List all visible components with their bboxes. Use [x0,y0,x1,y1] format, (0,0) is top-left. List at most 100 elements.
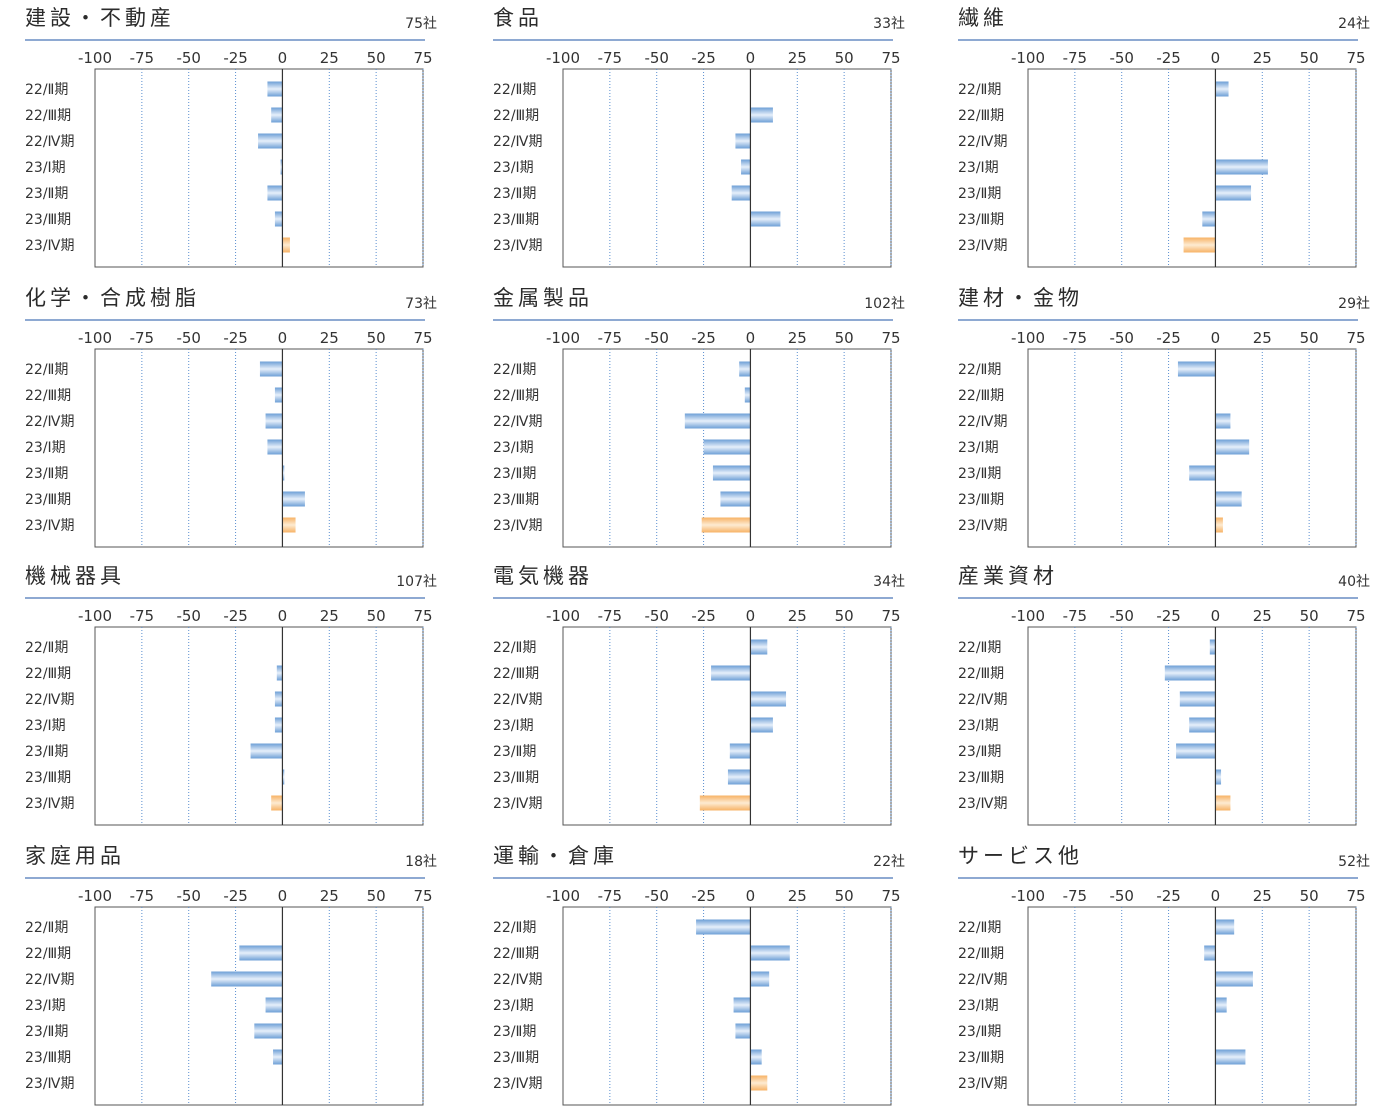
category-label: 22/Ⅲ期 [493,946,539,962]
category-label: 22/Ⅱ期 [958,640,1001,656]
x-tick-label: -100 [1011,49,1045,67]
bar [1215,919,1235,935]
bar [267,439,283,455]
bar [1215,413,1231,429]
bar [1177,361,1216,377]
bar [274,387,283,403]
bar-chart: -100 -75 -50 -25 0 25 50 75 22/Ⅱ期 22/Ⅲ期 22/Ⅳ期 23/Ⅰ期… [493,329,901,548]
x-tick-label: -100 [1011,887,1045,905]
category-label: 22/Ⅲ期 [958,108,1004,124]
x-tick-label: -100 [1011,607,1045,625]
x-tick-label: -75 [1063,329,1088,347]
panel-metal-products: 金属製品 102社 -100 -75 -50 -25 0 25 50 75 22/Ⅱ期 22/Ⅲ期… [493,285,913,555]
x-tick-label: -100 [546,49,580,67]
x-tick-label: 25 [788,49,807,67]
x-tick-label: 0 [1211,607,1221,625]
category-label: 23/Ⅳ期 [25,796,74,812]
category-label: 22/Ⅲ期 [493,108,539,124]
title-underline [493,597,893,599]
bar-chart: -100 -75 -50 -25 0 25 50 75 22/Ⅱ期 22/Ⅲ期 22/Ⅳ期 23/Ⅰ期… [25,607,433,826]
x-tick-label: -50 [176,329,201,347]
x-tick-label: -25 [691,887,716,905]
x-tick-label: 50 [367,887,386,905]
panel-title: 運輸・倉庫 [493,844,618,868]
category-label: 23/Ⅲ期 [25,212,71,228]
bar [274,211,283,227]
category-label: 23/Ⅲ期 [25,770,71,786]
bar [1189,717,1216,733]
bar [271,107,283,123]
x-tick-label: 0 [746,329,756,347]
x-tick-label: -50 [176,887,201,905]
x-tick-label: 75 [413,49,432,67]
x-tick-label: 50 [835,49,854,67]
bar [276,665,283,681]
bar [239,945,283,961]
panel-title: 金属製品 [493,286,593,310]
category-label: 22/Ⅳ期 [493,692,542,708]
bar [727,769,751,785]
category-label: 23/Ⅰ期 [958,998,999,1014]
x-tick-label: 0 [746,49,756,67]
panel-count: 73社 [405,296,437,312]
bar-latest [282,237,290,253]
x-tick-label: 75 [1346,49,1365,67]
x-tick-label: 75 [881,329,900,347]
panel-count: 75社 [405,16,437,32]
category-label: 22/Ⅱ期 [958,362,1001,378]
bar [733,997,751,1013]
bar-latest [1183,237,1216,253]
category-label: 23/Ⅱ期 [958,744,1001,760]
panel-count: 18社 [405,854,437,870]
x-tick-label: 25 [320,329,339,347]
bar [258,133,283,149]
bar [282,465,285,481]
panel-count: 33社 [873,16,905,32]
panel-title: 電気機器 [493,564,593,588]
category-label: 23/Ⅳ期 [25,518,74,534]
bar [750,971,770,987]
x-tick-label: 25 [1253,887,1272,905]
category-label: 23/Ⅳ期 [493,238,542,254]
category-label: 22/Ⅱ期 [493,82,536,98]
panel-title: 家庭用品 [25,844,125,868]
x-tick-label: -25 [691,607,716,625]
category-label: 22/Ⅳ期 [25,134,74,150]
x-tick-label: -25 [223,329,248,347]
bar-latest [701,517,751,533]
x-tick-label: -25 [1156,887,1181,905]
bar [1164,665,1216,681]
category-label: 23/Ⅰ期 [493,718,534,734]
category-label: 23/Ⅱ期 [493,1024,536,1040]
x-tick-label: -75 [130,329,155,347]
bar [711,665,751,681]
x-tick-label: -75 [1063,887,1088,905]
category-label: 23/Ⅱ期 [25,186,68,202]
x-tick-label: -50 [644,329,669,347]
x-tick-label: 50 [835,329,854,347]
bar [1215,185,1252,201]
category-label: 23/Ⅱ期 [958,186,1001,202]
bar [211,971,283,987]
x-tick-label: 0 [278,49,288,67]
category-label: 23/Ⅱ期 [958,1024,1001,1040]
title-underline [25,877,425,879]
title-underline [25,597,425,599]
x-tick-label: -100 [78,49,112,67]
category-label: 22/Ⅱ期 [493,920,536,936]
x-tick-label: -25 [691,49,716,67]
bar [750,107,773,123]
category-label: 23/Ⅱ期 [25,1024,68,1040]
bar [274,717,283,733]
category-label: 23/Ⅰ期 [25,718,66,734]
plot-frame [1027,68,1357,268]
x-tick-label: 50 [367,49,386,67]
category-label: 22/Ⅲ期 [25,666,71,682]
bar [265,413,283,429]
bar [729,743,751,759]
category-label: 23/Ⅲ期 [958,770,1004,786]
x-tick-label: 0 [1211,329,1221,347]
x-tick-label: -50 [1109,329,1134,347]
category-label: 23/Ⅰ期 [25,160,66,176]
x-tick-label: -75 [598,607,623,625]
